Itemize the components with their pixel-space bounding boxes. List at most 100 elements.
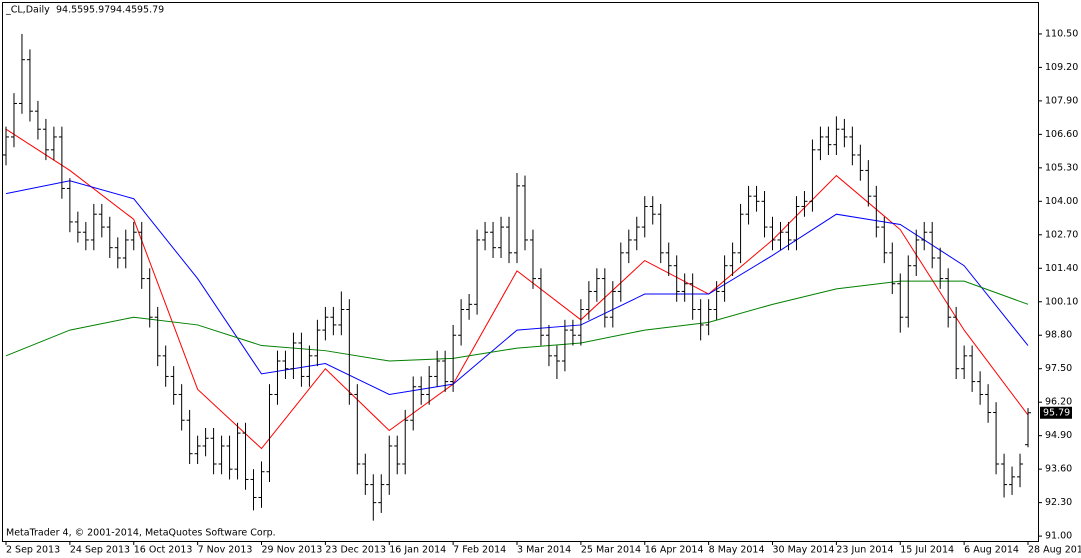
ohlc-bar bbox=[681, 273, 688, 302]
ohlc-bar bbox=[841, 118, 848, 148]
ohlc-bar bbox=[274, 350, 281, 405]
ohlc-bar bbox=[514, 172, 521, 264]
ohlc-bar bbox=[937, 247, 944, 289]
ohlc-bar bbox=[34, 100, 41, 140]
y-tick-label: 105.30 bbox=[1045, 162, 1078, 173]
ohlc-bar bbox=[521, 175, 528, 251]
ohlc-bar bbox=[633, 216, 640, 251]
x-tick-label: 23 Jun 2014 bbox=[836, 545, 893, 556]
ohlc-bar bbox=[769, 216, 776, 251]
ohlc-bar bbox=[601, 268, 608, 328]
ohlc-bar bbox=[258, 461, 265, 508]
ohlc-bar bbox=[354, 384, 361, 475]
y-tick-label: 106.60 bbox=[1045, 129, 1078, 140]
ohlc-bar bbox=[985, 384, 992, 423]
ohlc-bar bbox=[921, 221, 928, 251]
ohlc-bar bbox=[314, 319, 321, 367]
x-tick-label: 30 May 2014 bbox=[773, 545, 835, 556]
ohlc-bar bbox=[50, 126, 57, 161]
y-tick-label: 107.90 bbox=[1045, 95, 1078, 106]
ohlc-bar bbox=[298, 332, 305, 387]
ohlc-bar bbox=[266, 384, 273, 483]
ohlc-bar bbox=[553, 345, 560, 380]
y-tick-label: 100.10 bbox=[1045, 296, 1078, 307]
ohlc-bar bbox=[593, 268, 600, 302]
moving-average bbox=[5, 280, 1029, 362]
ohlc-bar bbox=[370, 474, 377, 521]
ohlc-bar bbox=[881, 216, 888, 264]
ohlc-bar bbox=[729, 242, 736, 277]
ohlc-bar bbox=[777, 221, 784, 251]
ohlc-bar bbox=[953, 306, 960, 380]
ohlc-bar bbox=[242, 422, 249, 490]
ohlc-bar bbox=[194, 435, 201, 464]
y-tick-label: 92.30 bbox=[1045, 497, 1072, 508]
x-tick-label: 16 Jan 2014 bbox=[389, 545, 446, 556]
x-tick-label: 6 Aug 2014 bbox=[964, 545, 1019, 556]
ohlc-bar bbox=[969, 345, 976, 392]
ohlc-bar bbox=[122, 229, 129, 269]
ohlc-bar bbox=[490, 221, 497, 258]
ohlc-bar bbox=[761, 191, 768, 238]
ohlc-bar bbox=[905, 255, 912, 328]
x-tick-label: 7 Feb 2014 bbox=[453, 545, 506, 556]
ohlc-bar bbox=[849, 126, 856, 166]
ohlc-bar bbox=[713, 281, 720, 320]
x-tick-label: 16 Apr 2014 bbox=[645, 545, 704, 556]
last-open: 94.55 bbox=[56, 5, 83, 16]
ohlc-bar bbox=[705, 299, 712, 336]
ohlc-bar bbox=[697, 299, 704, 341]
ohlc-bar bbox=[785, 221, 792, 251]
ohlc-bar bbox=[386, 435, 393, 495]
y-tick-label: 101.40 bbox=[1045, 263, 1078, 274]
ohlc-bar bbox=[138, 221, 145, 289]
ohlc-bar bbox=[1001, 453, 1008, 498]
y-tick-label: 102.70 bbox=[1045, 229, 1078, 240]
ohlc-bar bbox=[210, 427, 217, 475]
ohlc-bar bbox=[418, 376, 425, 405]
x-tick-label: 8 May 2014 bbox=[709, 545, 765, 556]
ohlc-bar bbox=[889, 242, 896, 295]
ohlc-bar bbox=[442, 350, 449, 392]
ohlc-bar bbox=[689, 273, 696, 320]
ohlc-bar bbox=[130, 221, 137, 251]
ohlc-bar bbox=[801, 191, 808, 217]
ohlc-bar bbox=[66, 178, 73, 233]
ohlc-bar bbox=[577, 299, 584, 346]
ohlc-bar bbox=[825, 126, 832, 155]
x-tick-label: 16 Oct 2013 bbox=[134, 545, 193, 556]
ohlc-bar bbox=[993, 402, 1000, 475]
footer: MetaTrader 4, © 2001-2014, MetaQuotes So… bbox=[6, 528, 276, 539]
y-tick-label: 91.00 bbox=[1045, 531, 1072, 542]
ohlc-bar bbox=[322, 306, 329, 341]
ohlc-bar bbox=[585, 281, 592, 320]
x-tick-label: 23 Dec 2013 bbox=[325, 545, 386, 556]
ohlc-bar bbox=[90, 203, 97, 251]
x-tick-label: 2 Sep 2013 bbox=[6, 545, 60, 556]
x-tick-label: 29 Nov 2013 bbox=[261, 545, 322, 556]
ohlc-bar bbox=[466, 294, 473, 320]
x-tick-label: 25 Mar 2014 bbox=[581, 545, 641, 556]
x-tick-label: 15 Jul 2014 bbox=[900, 545, 954, 556]
ohlc-bar bbox=[529, 229, 536, 289]
ohlc-bar bbox=[394, 435, 401, 475]
y-tick-label: 104.00 bbox=[1045, 196, 1078, 207]
ohlc-bar bbox=[545, 324, 552, 367]
ohlc-bar bbox=[913, 229, 920, 277]
plot-frame bbox=[2, 2, 1039, 542]
ohlc-bar bbox=[106, 216, 113, 258]
ohlc-bar bbox=[809, 139, 816, 212]
symbol-label: _CL,Daily bbox=[5, 5, 50, 16]
ohlc-bar bbox=[218, 435, 225, 475]
ohlc-bar bbox=[458, 299, 465, 346]
ohlc-bar bbox=[1009, 466, 1016, 495]
ohlc-bar bbox=[537, 268, 544, 346]
ohlc-bar bbox=[18, 33, 25, 114]
ohlc-bar bbox=[873, 185, 880, 238]
ohlc-bar bbox=[178, 384, 185, 431]
x-tick-label: 3 Mar 2014 bbox=[517, 545, 571, 556]
y-tick-label: 109.20 bbox=[1045, 62, 1078, 73]
ohlc-bar bbox=[609, 281, 616, 328]
ohlc-bar bbox=[665, 242, 672, 277]
